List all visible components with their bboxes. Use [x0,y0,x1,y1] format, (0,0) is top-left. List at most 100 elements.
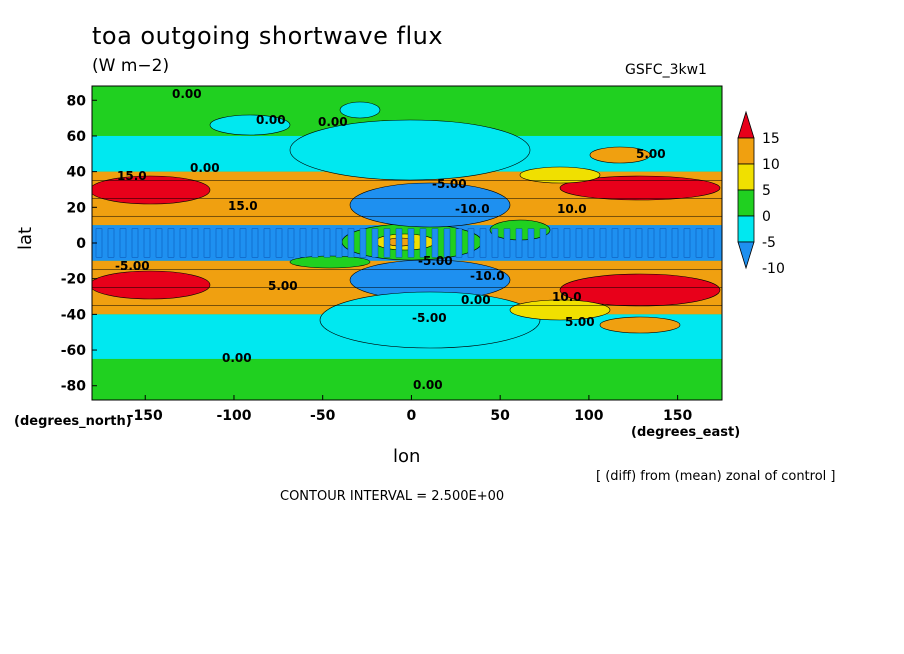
contour-stripe [227,228,235,258]
colorbar-label: 5 [762,183,771,199]
contour-stripe [335,228,343,258]
contour-stripe [539,228,547,258]
colorbar-arrow-top [737,110,755,139]
contour-stripe [587,228,595,258]
x-tick-label: -150 [128,408,163,424]
contour-label: 0.00 [318,115,348,129]
contour-region [559,273,721,307]
contour-stripe [323,228,331,258]
contour-label: -5.00 [115,259,150,273]
contour-label: 0.00 [190,161,220,175]
contour-region [289,255,371,269]
contour-stripe [551,228,559,258]
contour-stripe [671,228,679,258]
contour-stripe [599,228,607,258]
x-tick-label: 0 [407,408,417,424]
colorbar-label: -10 [762,261,785,277]
contour-region [589,146,651,164]
contour-region [92,175,211,205]
contour-label: 0.00 [256,113,286,127]
contour-stripe [455,228,463,258]
contour-region [289,119,531,181]
contour-stripe [467,228,475,258]
x-axis-unit: (degrees_east) [631,425,741,440]
contour-stripe [527,228,535,258]
annotation: [ (diff) from (mean) zonal of control ] [596,469,836,484]
contour-stripe [311,228,319,258]
contour-stripe [575,228,583,258]
contour-stripe [683,228,691,258]
contour-stripe [431,228,439,258]
x-tick-label: 150 [663,408,692,424]
colorbar-segment [737,215,755,243]
x-tick-label: -50 [310,408,336,424]
contour-label: 15.0 [228,199,258,213]
contour-stripe [623,228,631,258]
contour-stripe [695,228,703,258]
colorbar-label: 15 [762,131,780,147]
contour-region [519,166,601,184]
contour-stripe [479,228,487,258]
contour-stripe [647,228,655,258]
y-tick-label: 80 [67,93,87,109]
contour-stripe [395,228,403,258]
x-tick-label: 100 [574,408,603,424]
contour-stripe [359,228,367,258]
plot-area: 0.00 0.00 0.00 0.00 5.00 -5.00 -10.0 15.0 -5.00 1… [92,86,722,400]
contour-stripe [491,228,499,258]
contour-stripe [635,228,643,258]
colorbar-label: 10 [762,157,780,173]
contour-stripe [383,228,391,258]
contour-label: -10.0 [470,269,505,283]
contour-stripe [347,228,355,258]
contour-stripe [563,228,571,258]
contour-stripe [299,228,307,258]
contour-stripe [191,228,199,258]
y-tick-label: 20 [67,200,87,216]
contour-stripe [131,228,139,258]
contour-region [92,270,211,300]
contour-label: -5.00 [432,177,467,191]
contour-stripe [239,228,247,258]
y-axis-label: lat [15,226,37,251]
model-name: GSFC_3kw1 [625,62,707,78]
contour-stripe [611,228,619,258]
contour-stripe [179,228,187,258]
contour-label: 5.00 [565,315,595,329]
contour-stripe [143,228,151,258]
contour-stripe [707,228,715,258]
contour-label: 0.00 [222,351,252,365]
contour-label: 0.00 [413,378,443,392]
contour-stripe [203,228,211,258]
contour-stripe [263,228,271,258]
contour-label: 5.00 [268,279,298,293]
contour-region [509,299,611,321]
colorbar-segment [737,163,755,191]
contour-label: 15.0 [117,169,147,183]
y-tick-label: -60 [61,343,87,359]
colorbar-segment [737,189,755,217]
contour-stripe [407,228,415,258]
y-tick-label: -40 [61,307,87,323]
contour-label: -10.0 [455,202,490,216]
y-tick-label: 40 [67,165,87,181]
contour-stripe [167,228,175,258]
contour-label: 0.00 [461,293,491,307]
y-axis-unit: (degrees_north) [14,414,132,429]
contour-stripe [515,228,523,258]
x-axis-label: lon [393,446,421,467]
contour-stripe [419,228,427,258]
contour-stripe [659,228,667,258]
contour-region [319,291,541,349]
contour-stripe [251,228,259,258]
colorbar-arrow-bottom [737,241,755,270]
contour-label: -5.00 [412,311,447,325]
colorbar-label: 0 [762,209,771,225]
chart-units: (W m−2) [92,56,170,76]
x-tick-label: -100 [216,408,251,424]
contour-stripe [287,228,295,258]
y-tick-label: 0 [76,236,86,252]
contour-region [209,114,291,136]
contour-label: 0.00 [172,87,202,101]
contour-stripe [503,228,511,258]
